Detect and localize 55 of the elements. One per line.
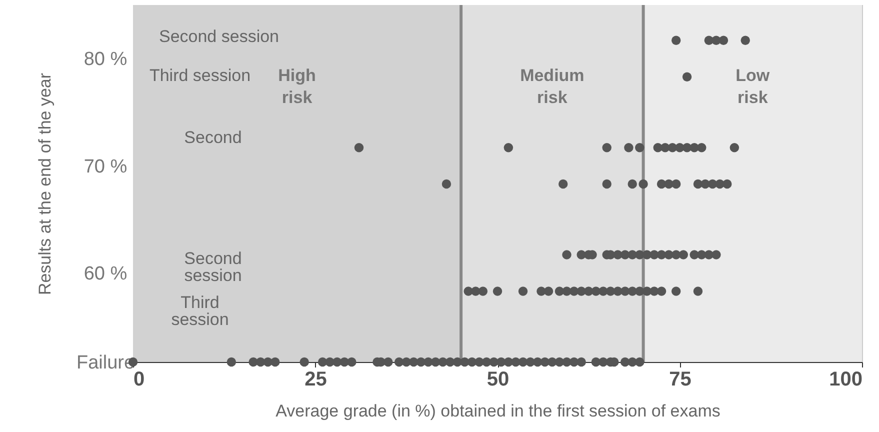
point [347,357,356,367]
point [656,286,666,296]
y-tick-label: 60 % [84,264,128,285]
band-label: Low risk [736,66,770,107]
annotation: Second session [158,27,280,46]
point [442,179,452,189]
point [718,36,728,45]
point [693,286,703,296]
band-label: Medium risk [520,66,584,107]
x-tick-label: 0 [134,368,145,390]
x-axis-title: Average grade (in %) obtained in the first session of exams [276,402,720,420]
point [671,179,681,189]
y-tick-label: 70 % [84,156,128,178]
band-label: High risk [278,66,316,107]
point [671,286,681,296]
point [671,36,681,45]
point [602,179,612,189]
point [722,179,732,189]
point [478,286,488,296]
point [682,72,692,82]
point [504,142,514,152]
point [518,357,528,367]
point [544,286,554,296]
point [602,142,612,152]
point [518,286,528,296]
point [354,142,364,152]
point [678,250,688,260]
point [384,357,393,367]
point [558,179,568,189]
point [226,357,236,367]
point [492,286,502,296]
x-tick-label: 75 [669,368,692,390]
point [576,357,586,367]
point [712,250,721,260]
y-axis-title: Results at the end of the year [35,72,54,296]
point [635,142,644,152]
point [300,357,309,367]
point [697,142,706,152]
x-tick-label: 50 [486,368,510,390]
point [628,179,637,189]
x-tick-label: 100 [829,368,862,390]
annotation: Third session [149,66,251,85]
y-tick-label: 80 % [84,49,128,70]
point [730,142,740,152]
point [635,357,644,367]
x-tick-label: 25 [304,368,327,390]
annotation: Second [184,128,242,147]
annotation: Second session [184,249,242,285]
annotation: Third session [171,293,229,329]
point [740,36,750,45]
point [562,250,572,260]
point [624,142,634,152]
point [638,179,648,189]
point [467,357,477,367]
point [270,357,280,367]
